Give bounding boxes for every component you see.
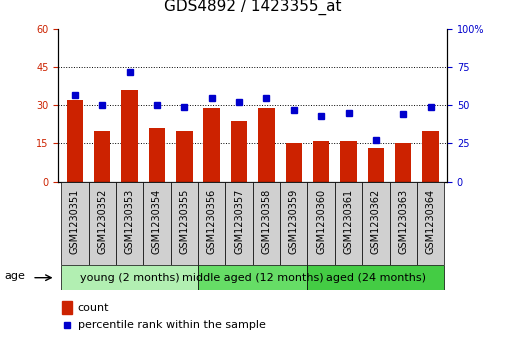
Text: aged (24 months): aged (24 months) (326, 273, 426, 283)
FancyBboxPatch shape (61, 265, 198, 290)
Bar (176, 131, 193, 182)
Bar (313, 141, 329, 182)
Text: GSM1230354: GSM1230354 (152, 189, 162, 254)
Bar (423, 131, 439, 182)
FancyBboxPatch shape (335, 182, 362, 265)
Text: GSM1230352: GSM1230352 (97, 189, 107, 254)
FancyBboxPatch shape (417, 182, 444, 265)
Text: GDS4892 / 1423355_at: GDS4892 / 1423355_at (164, 0, 341, 15)
Text: GSM1230360: GSM1230360 (316, 189, 326, 254)
Text: percentile rank within the sample: percentile rank within the sample (78, 320, 266, 330)
Text: GSM1230364: GSM1230364 (426, 189, 436, 254)
Bar (204, 108, 220, 182)
Text: GSM1230363: GSM1230363 (398, 189, 408, 254)
FancyBboxPatch shape (198, 265, 307, 290)
Text: middle aged (12 months): middle aged (12 months) (182, 273, 324, 283)
Text: GSM1230357: GSM1230357 (234, 189, 244, 254)
FancyBboxPatch shape (116, 182, 143, 265)
Text: GSM1230355: GSM1230355 (179, 189, 189, 254)
Text: count: count (78, 303, 109, 313)
Bar (121, 90, 138, 182)
Bar (62, 301, 72, 314)
Bar (340, 141, 357, 182)
Bar (368, 148, 384, 182)
Bar (395, 143, 411, 182)
FancyBboxPatch shape (88, 182, 116, 265)
Bar (149, 128, 165, 182)
Text: GSM1230351: GSM1230351 (70, 189, 80, 254)
Bar (67, 100, 83, 182)
FancyBboxPatch shape (198, 182, 226, 265)
Bar (258, 108, 275, 182)
Text: age: age (5, 272, 25, 281)
Text: GSM1230362: GSM1230362 (371, 189, 381, 254)
Text: GSM1230361: GSM1230361 (343, 189, 354, 254)
FancyBboxPatch shape (307, 265, 444, 290)
FancyBboxPatch shape (171, 182, 198, 265)
Bar (231, 121, 247, 182)
FancyBboxPatch shape (390, 182, 417, 265)
FancyBboxPatch shape (61, 182, 88, 265)
FancyBboxPatch shape (280, 182, 307, 265)
Text: GSM1230358: GSM1230358 (262, 189, 271, 254)
Bar (285, 143, 302, 182)
Text: GSM1230356: GSM1230356 (207, 189, 217, 254)
Text: young (2 months): young (2 months) (80, 273, 179, 283)
FancyBboxPatch shape (253, 182, 280, 265)
Bar (94, 131, 110, 182)
FancyBboxPatch shape (307, 182, 335, 265)
Text: GSM1230359: GSM1230359 (289, 189, 299, 254)
FancyBboxPatch shape (226, 182, 253, 265)
Text: GSM1230353: GSM1230353 (124, 189, 135, 254)
FancyBboxPatch shape (143, 182, 171, 265)
FancyBboxPatch shape (362, 182, 390, 265)
